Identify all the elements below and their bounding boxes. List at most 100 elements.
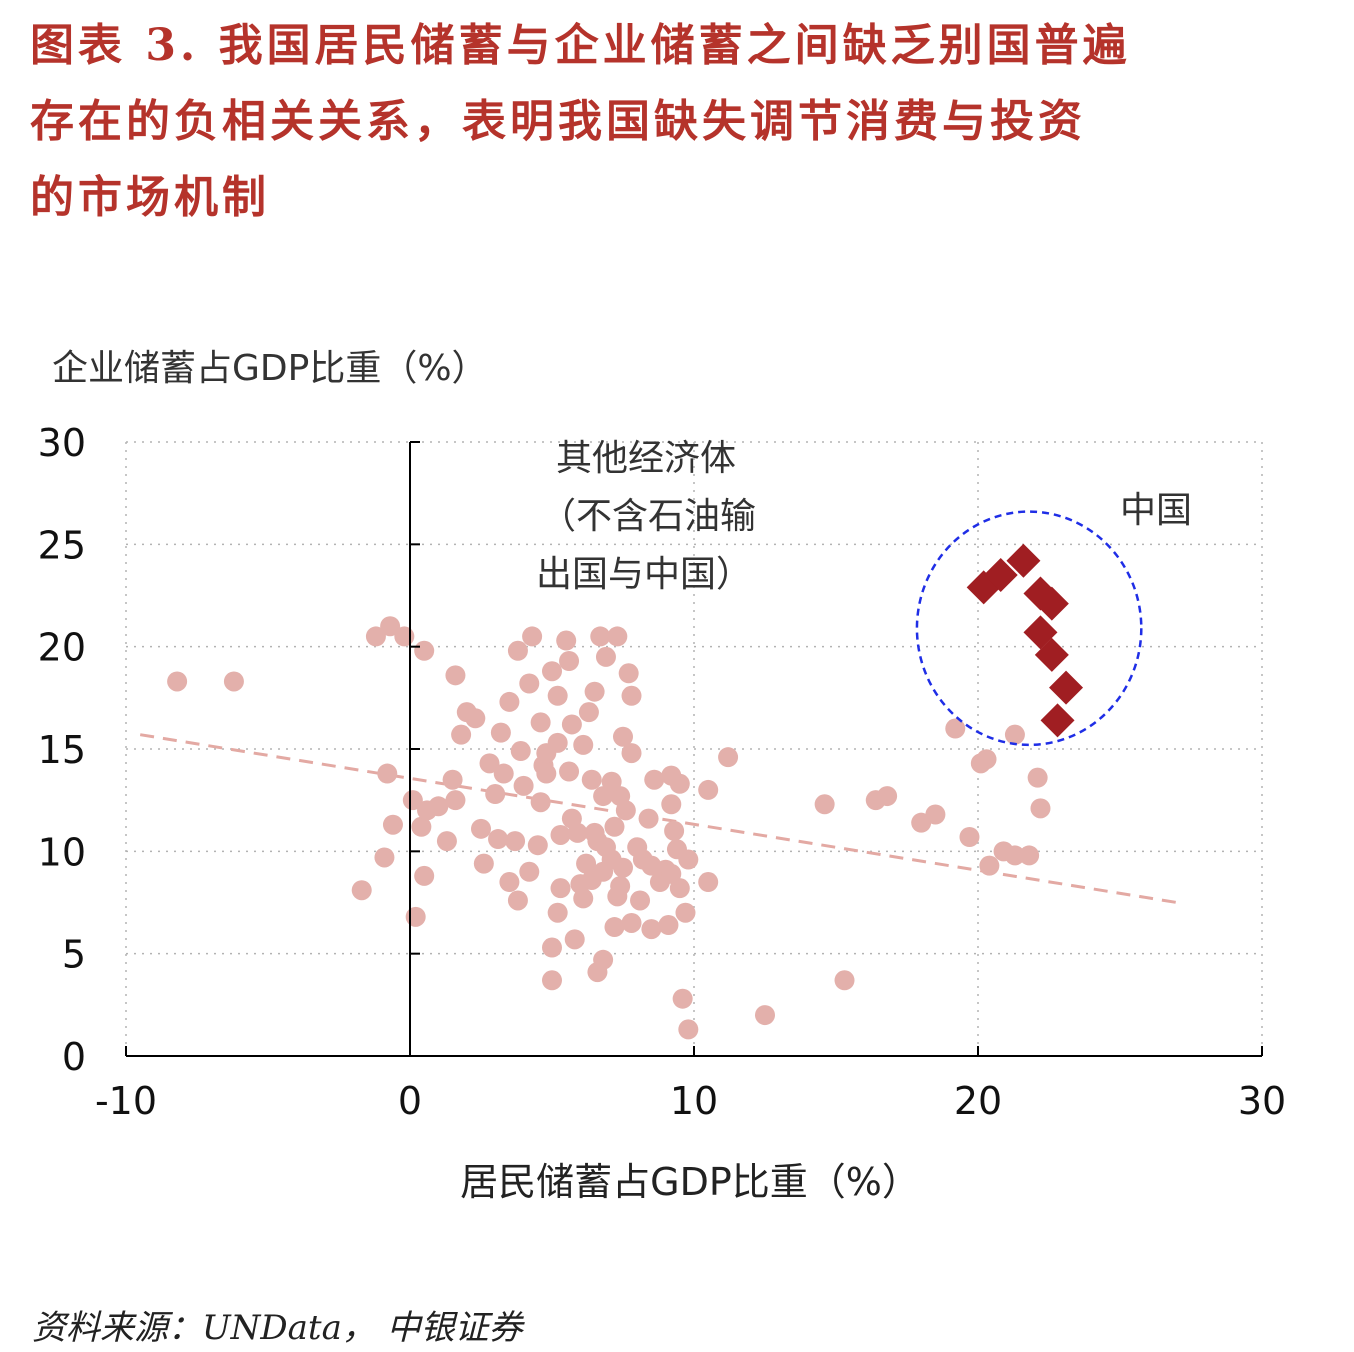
economy-point-18 <box>445 790 466 811</box>
economy-point-87 <box>641 919 662 940</box>
economy-point-5 <box>414 640 435 661</box>
china-point-3 <box>1023 576 1058 611</box>
x-tick-label-30: 30 <box>1238 1079 1286 1123</box>
economy-point-127 <box>613 726 633 747</box>
economy-point-14 <box>442 769 463 790</box>
economy-point-1 <box>223 671 244 692</box>
economy-point-66 <box>638 808 659 829</box>
economy-point-2 <box>365 626 386 647</box>
economy-point-56 <box>718 747 739 768</box>
economy-point-21 <box>445 665 466 686</box>
economy-point-134 <box>493 763 514 784</box>
annotation-other-line-3: 出国与中国） <box>536 554 752 595</box>
economy-point-107 <box>945 718 966 739</box>
economy-point-111 <box>1019 845 1040 866</box>
x-tick-label-20: 20 <box>954 1079 1002 1123</box>
economy-point-54 <box>661 794 682 815</box>
economy-point-118 <box>570 874 591 895</box>
economy-point-51 <box>644 769 665 790</box>
economy-point-115 <box>473 853 494 874</box>
economy-point-92 <box>564 929 585 950</box>
y-tick-label-0: 0 <box>62 1035 86 1079</box>
economy-point-77 <box>547 902 568 923</box>
economy-point-95 <box>672 988 693 1009</box>
economy-point-96 <box>678 1019 699 1040</box>
economy-point-27 <box>522 626 543 647</box>
economy-point-126 <box>573 734 594 755</box>
economy-point-101 <box>877 786 898 807</box>
annotation-china: 中国 <box>1120 490 1192 531</box>
economy-point-131 <box>641 855 662 876</box>
y-tick-label-25: 25 <box>38 523 86 567</box>
economy-point-80 <box>630 890 651 911</box>
annotation-other-line-1: 其他经济体 <box>556 438 736 479</box>
economy-point-116 <box>488 829 509 850</box>
economy-point-24 <box>490 722 511 743</box>
x-tick-label-10: 10 <box>670 1079 718 1123</box>
economy-point-25 <box>499 691 520 712</box>
economy-point-74 <box>519 861 540 882</box>
economy-point-103 <box>925 804 946 825</box>
economy-point-61 <box>550 824 571 845</box>
economy-point-38 <box>590 626 611 647</box>
economy-point-40 <box>595 646 616 667</box>
economy-point-64 <box>604 816 625 837</box>
economy-point-108 <box>979 855 1000 876</box>
economy-point-46 <box>559 761 580 782</box>
economy-point-11 <box>411 816 432 837</box>
economy-point-124 <box>561 808 582 829</box>
economy-point-97 <box>755 1005 775 1026</box>
economy-point-94 <box>542 970 562 991</box>
economy-point-39 <box>607 626 628 647</box>
economy-point-6 <box>351 880 372 901</box>
x-axis-label: 居民储蓄占GDP比重（%） <box>460 1160 920 1204</box>
economy-point-36 <box>559 650 580 671</box>
economy-point-112 <box>1027 767 1048 788</box>
economy-point-32 <box>561 714 582 735</box>
china-point-4 <box>1034 586 1069 621</box>
economy-point-28 <box>519 673 540 694</box>
economy-point-4 <box>394 626 415 647</box>
title-line-1: 图表 3. 我国居民储蓄与企业储蓄之间缺乏别国普遍 <box>30 20 1131 71</box>
economy-point-19 <box>451 724 472 745</box>
economy-point-133 <box>513 775 534 796</box>
economy-point-3 <box>380 616 401 637</box>
economy-point-57 <box>485 784 506 805</box>
economy-point-67 <box>664 820 685 841</box>
economy-point-110 <box>1004 845 1025 866</box>
economy-point-88 <box>621 912 642 933</box>
economy-point-41 <box>618 663 639 684</box>
economy-point-58 <box>471 818 491 839</box>
y-tick-label-10: 10 <box>38 830 86 874</box>
economy-point-122 <box>610 876 631 897</box>
y-tick-label-30: 30 <box>38 421 86 465</box>
economy-point-85 <box>675 902 696 923</box>
economy-point-93 <box>542 937 562 958</box>
economy-point-42 <box>621 685 642 706</box>
china-point-8 <box>1040 703 1075 738</box>
title-line-3: 的市场机制 <box>30 172 270 223</box>
economy-point-10 <box>402 790 423 811</box>
economy-point-125 <box>536 743 557 764</box>
economy-point-84 <box>698 872 719 893</box>
economy-point-43 <box>584 681 605 702</box>
economy-point-22 <box>465 708 486 729</box>
trend-line <box>139 733 1178 904</box>
economy-point-123 <box>576 853 597 874</box>
economy-point-120 <box>627 837 648 858</box>
economy-point-129 <box>584 822 605 843</box>
economy-point-113 <box>1030 798 1051 819</box>
economy-point-53 <box>669 773 690 794</box>
axes <box>125 441 1263 1057</box>
china-highlight-circle <box>915 510 1143 747</box>
economy-point-99 <box>814 794 835 815</box>
annotation-other-line-2: （不含石油输 <box>540 496 756 537</box>
economy-point-7 <box>374 847 395 868</box>
economy-point-73 <box>550 878 571 899</box>
economy-point-65 <box>615 800 636 821</box>
economy-point-76 <box>507 890 528 911</box>
economy-point-23 <box>479 753 500 774</box>
economy-point-91 <box>587 962 608 983</box>
